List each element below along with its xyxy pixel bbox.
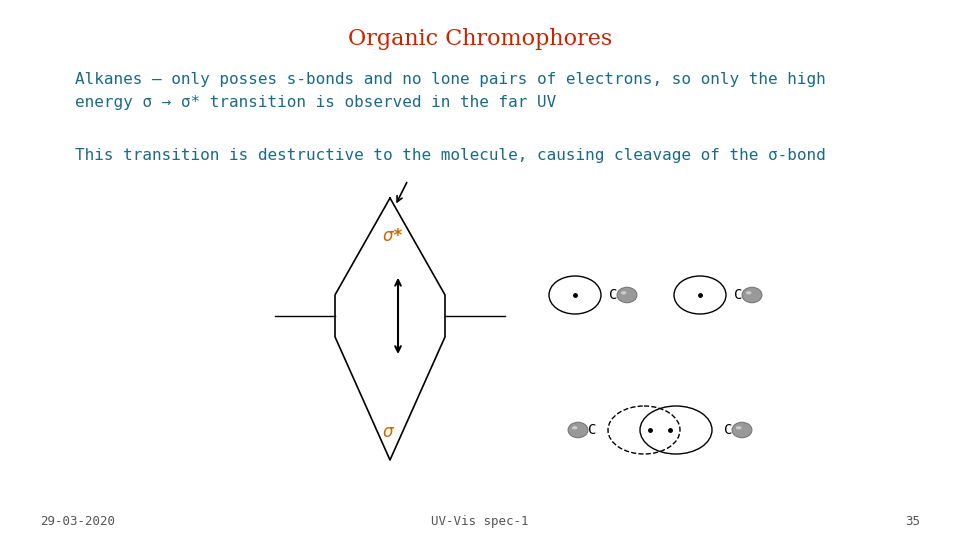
Ellipse shape	[746, 291, 752, 294]
Text: C: C	[724, 423, 732, 437]
Text: Alkanes – only posses s-bonds and no lone pairs of electrons, so only the high: Alkanes – only posses s-bonds and no lon…	[75, 72, 826, 87]
Ellipse shape	[621, 291, 627, 294]
Text: C: C	[609, 288, 617, 302]
Ellipse shape	[617, 287, 636, 303]
Text: energy σ → σ* transition is observed in the far UV: energy σ → σ* transition is observed in …	[75, 95, 556, 110]
Ellipse shape	[568, 422, 588, 438]
Text: UV-Vis spec-1: UV-Vis spec-1	[431, 515, 529, 528]
Text: This transition is destructive to the molecule, causing cleavage of the σ-bond: This transition is destructive to the mo…	[75, 148, 826, 163]
Ellipse shape	[736, 426, 741, 429]
Text: 35: 35	[905, 515, 920, 528]
Ellipse shape	[572, 426, 578, 429]
Text: 29-03-2020: 29-03-2020	[40, 515, 115, 528]
Text: $\sigma$: $\sigma$	[382, 423, 395, 441]
Text: Organic Chromophores: Organic Chromophores	[348, 28, 612, 50]
Text: $\sigma$*: $\sigma$*	[382, 227, 403, 245]
Ellipse shape	[742, 287, 762, 303]
Ellipse shape	[732, 422, 752, 438]
Text: C: C	[588, 423, 596, 437]
Text: C: C	[734, 288, 742, 302]
